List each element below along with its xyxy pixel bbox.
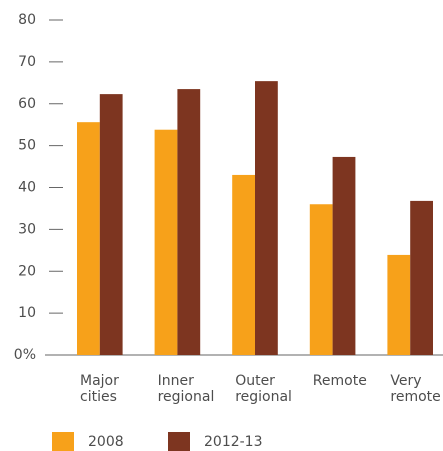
bar: [177, 89, 201, 355]
legend-swatch: [168, 432, 190, 451]
bar: [99, 94, 123, 356]
y-tick-label: 30: [18, 221, 36, 237]
bar: [232, 174, 255, 355]
x-tick-label: Remote: [312, 373, 367, 389]
x-tick-label: Major cities: [80, 373, 119, 405]
bar: [387, 254, 411, 355]
y-tick-label: 60: [18, 96, 36, 112]
y-tick-label: 40: [18, 180, 36, 196]
bar: [309, 204, 333, 355]
legend-label: 2012-13: [204, 434, 263, 450]
x-tick-label: Very remote: [390, 373, 441, 405]
legend-label: 2008: [88, 434, 124, 450]
bar: [332, 156, 356, 355]
x-tick-label: Outer regional: [235, 373, 292, 405]
y-tick-label: 0%: [14, 347, 36, 363]
legend-swatch: [52, 432, 74, 451]
y-tick-label: 80: [18, 12, 36, 28]
bar: [410, 200, 433, 355]
y-tick-label: 10: [18, 305, 36, 321]
bar: [77, 122, 100, 355]
bar: [255, 81, 278, 355]
y-tick-label: 50: [18, 138, 36, 154]
y-tick-label: 20: [18, 263, 36, 279]
x-tick-label: Inner regional: [157, 373, 215, 405]
bar: [154, 129, 178, 355]
y-tick-label: 70: [18, 54, 36, 70]
